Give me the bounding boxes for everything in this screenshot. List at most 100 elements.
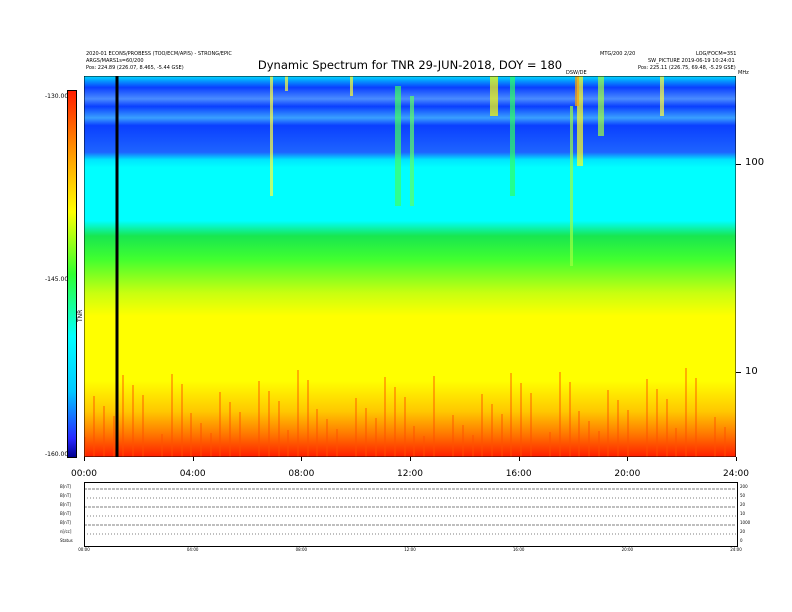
x-tick-mark <box>301 457 303 461</box>
low-freq-spike <box>413 426 415 457</box>
header-position-left: Pos: 224.89 (226.07, 8.465, -5.44 GSE) <box>86 65 184 71</box>
burst-streak <box>575 76 579 106</box>
low-freq-spike <box>355 398 357 457</box>
low-freq-spike <box>278 401 280 457</box>
colorbar-tick-top: -130.00 <box>45 93 69 100</box>
subpanel-label: n[/cc] <box>60 529 72 534</box>
low-freq-spike <box>326 419 328 457</box>
burst-streak <box>410 96 414 206</box>
low-freq-spike <box>93 396 95 457</box>
x-tick-label: 20:00 <box>614 469 641 479</box>
low-freq-spike <box>578 411 580 457</box>
x-tick-label: 08:00 <box>288 469 315 479</box>
x-tick-label: 24:00 <box>723 469 749 479</box>
low-freq-spike <box>501 414 503 457</box>
low-freq-spike <box>607 390 609 457</box>
low-freq-spike <box>695 378 697 457</box>
burst-streak <box>270 76 273 196</box>
colorbar-label: TNR <box>77 309 84 322</box>
low-freq-spike <box>588 421 590 457</box>
low-freq-spike <box>258 381 260 457</box>
low-freq-spike <box>481 394 483 457</box>
x-tick-mark <box>518 457 520 461</box>
burst-streak <box>598 76 604 136</box>
low-freq-spike <box>316 409 318 457</box>
low-freq-spike <box>210 433 212 457</box>
low-freq-spike <box>472 435 474 457</box>
subpanel-label: Status <box>60 538 73 543</box>
low-freq-spike <box>675 428 677 457</box>
y-tick-mark-100 <box>736 164 741 165</box>
x-tick-mark <box>736 457 737 461</box>
subpanel-right-tick: 1000 <box>740 520 751 525</box>
low-freq-spike <box>297 370 299 457</box>
low-freq-spike <box>113 416 115 457</box>
low-freq-spike <box>685 368 687 457</box>
x-tick-mark <box>627 457 629 461</box>
low-freq-spike <box>181 384 183 457</box>
low-freq-spike <box>714 417 716 457</box>
header-position-right: Pos: 225.11 (226.75, 69.48, -5.29 GSE) <box>638 65 736 71</box>
subpanel-frame <box>84 482 738 547</box>
burst-streak <box>395 86 401 206</box>
subpanel-traces <box>84 488 736 535</box>
low-freq-spike <box>510 373 512 457</box>
subpanel-label: B[nT] <box>60 511 71 516</box>
burst-streaks <box>84 76 726 457</box>
burst-streak <box>577 76 583 166</box>
unit-corner: MHz <box>738 70 749 76</box>
x-tick-mark <box>192 457 194 461</box>
low-freq-spike <box>190 413 192 457</box>
subpanel-label: B[nT] <box>60 484 71 489</box>
subpanel-label: B[nT] <box>60 493 71 498</box>
low-freq-spike <box>239 412 241 457</box>
low-freq-spike <box>462 425 464 457</box>
spectrogram <box>84 76 736 457</box>
burst-streak <box>490 76 498 116</box>
low-freq-spike <box>549 432 551 457</box>
low-freq-spike <box>433 376 435 457</box>
x-tick-label: 12:00 <box>397 469 423 479</box>
subpanel-right-tick: 50 <box>740 493 746 498</box>
chart-title: Dynamic Spectrum for TNR 29-JUN-2018, DO… <box>257 58 563 72</box>
subpanel-right-tick: 200 <box>740 484 748 489</box>
low-freq-spike <box>336 429 338 457</box>
low-freq-spike <box>646 379 648 457</box>
burst-streak <box>350 76 353 96</box>
low-freq-spike <box>200 423 202 457</box>
burst-streak <box>660 76 664 116</box>
x-tick-mark <box>84 457 85 461</box>
low-freq-spike <box>287 430 289 457</box>
colorbar-tick-bottom: -160.00 <box>45 451 69 458</box>
low-freq-spike <box>103 406 105 457</box>
x-tick-label: 00:00 <box>71 469 97 479</box>
header-info-line1: 2020-01 ECONS/PROBESS (TOO/ECM/APIS) - S… <box>86 51 232 57</box>
low-freq-spike <box>171 374 173 457</box>
header-info-line2: ARGS/MARS1s=60/200 <box>86 58 144 64</box>
low-freq-spike <box>375 418 377 457</box>
subpanel-right-tick: 20 <box>740 529 746 534</box>
low-freq-spike <box>394 387 396 457</box>
low-freq-spike <box>569 382 571 457</box>
x-tick-label: 16:00 <box>505 469 532 479</box>
low-freq-spike <box>423 436 425 457</box>
header-info-right-a: MTG/200 2/20 <box>600 51 636 57</box>
low-freq-spike <box>520 383 522 457</box>
low-freq-spike <box>530 393 532 457</box>
y-tick-label-10: 10 <box>745 366 758 377</box>
low-freq-spike <box>365 408 367 457</box>
burst-streak <box>285 76 288 91</box>
low-freq-spike <box>161 434 163 457</box>
subpanel-x-tick: 12:00 <box>404 547 416 552</box>
low-freq-spike <box>132 385 134 457</box>
low-freq-spike <box>384 377 386 457</box>
low-freq-spike <box>724 427 726 457</box>
low-freq-spike <box>617 400 619 457</box>
subpanel-x-tick: 04:00 <box>186 547 199 552</box>
burst-streak <box>570 106 573 266</box>
low-freq-spike <box>219 392 221 457</box>
subpanel-x-tick: 08:00 <box>295 547 308 552</box>
event-marker: DSW/DE <box>566 70 587 76</box>
colorbar-tick-mid: -145.00 <box>45 276 69 283</box>
low-freq-spike <box>307 380 309 457</box>
